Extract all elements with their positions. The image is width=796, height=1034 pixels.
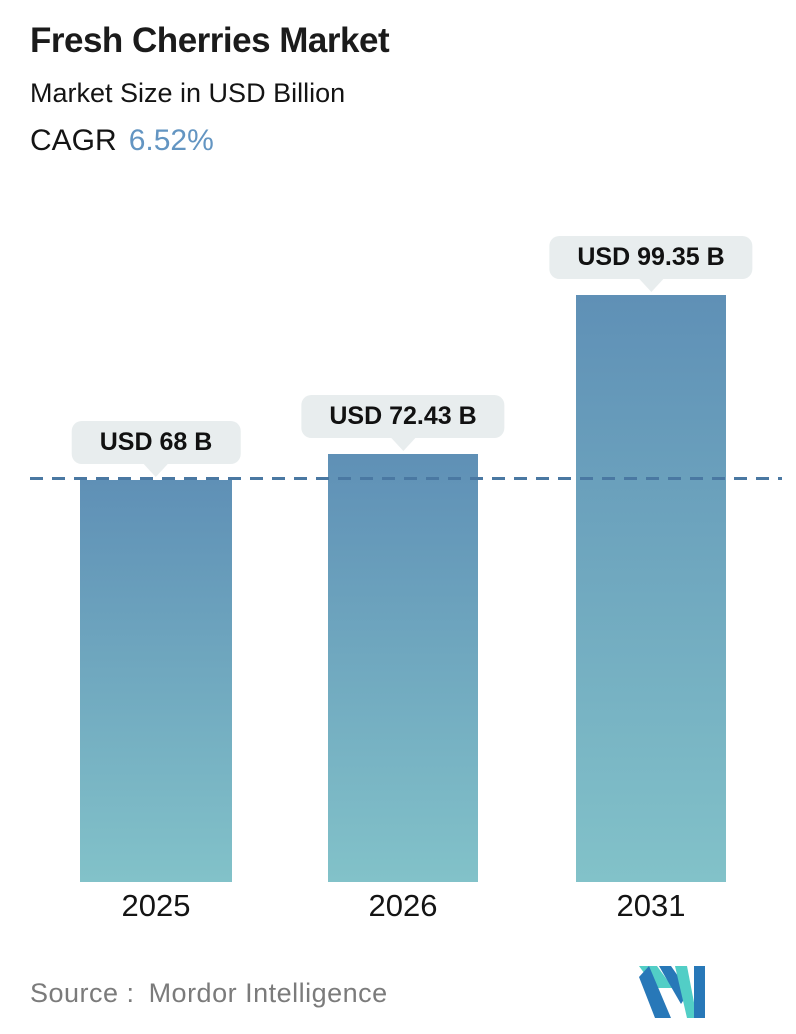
value-tooltip: USD 68 B (71, 421, 241, 464)
x-axis-label-2025: 2025 (121, 888, 191, 923)
source-line: Source : Mordor Intelligence (30, 978, 388, 1009)
bar (328, 453, 478, 882)
bar-group-2025: USD 68 B (71, 200, 241, 882)
chart-footer: Source : Mordor Intelligence (0, 960, 796, 1034)
chart-subtitle: Market Size in USD Billion (30, 77, 346, 108)
cagr-value: 6.52% (128, 124, 214, 158)
value-tooltip: USD 72.43 B (301, 394, 505, 438)
cagr-label: CAGR (30, 124, 117, 158)
bar-chart: USD 68 B USD 72.43 B USD 99.35 B 2025 20… (0, 200, 796, 940)
value-tooltip: USD 99.35 B (549, 235, 753, 279)
x-axis-label-2026: 2026 (368, 888, 438, 923)
mordor-intelligence-logo-icon (639, 966, 705, 1018)
bar (80, 480, 232, 882)
page-title: Fresh Cherries Market (30, 21, 390, 60)
bar-group-2031: USD 99.35 B (549, 200, 753, 882)
source-label: Source : (30, 978, 135, 1008)
chart-header: Fresh Cherries Market Market Size in USD… (30, 21, 390, 157)
bar-group-2026: USD 72.43 B (301, 200, 505, 882)
cagr-line: CAGR 6.52% (30, 124, 389, 157)
x-axis-label-2031: 2031 (616, 888, 686, 923)
bar (576, 294, 726, 882)
source-value: Mordor Intelligence (148, 978, 388, 1008)
